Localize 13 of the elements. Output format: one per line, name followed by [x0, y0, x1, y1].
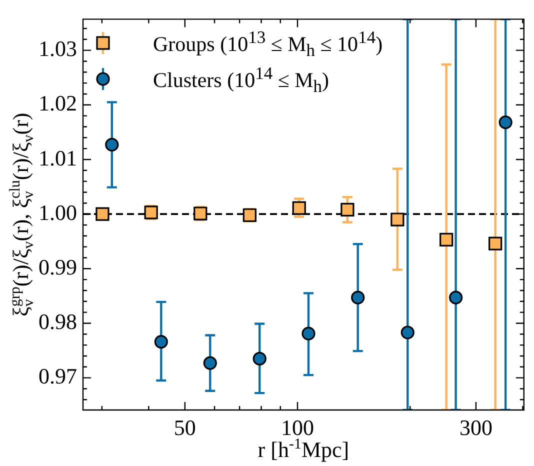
y-tick-label: 0.97: [38, 364, 77, 389]
y-tick-label: 0.98: [38, 308, 77, 334]
x-tick-label: 100: [281, 414, 314, 440]
y-tick-label: 1.02: [38, 90, 77, 116]
text: ξvgrp(r)/ξv(r), ξvclu(r)/ξv(r): [8, 112, 37, 316]
x-tick-label: 50: [174, 414, 196, 440]
legend-label: Clusters (10$^{14}$ ≤ M$_{h}$): [153, 62, 330, 96]
y-tick-label: 1.01: [38, 145, 77, 170]
y-tick-label: 1.00: [38, 200, 77, 225]
x-tick-label: 300: [459, 414, 492, 440]
legend-label: Groups (10$^{13}$ ≤ M$_{h}$ ≤ 10$^{14}$): [153, 26, 383, 60]
y-tick-label: 1.03: [38, 36, 77, 62]
y-tick-label: 0.99: [38, 254, 77, 280]
